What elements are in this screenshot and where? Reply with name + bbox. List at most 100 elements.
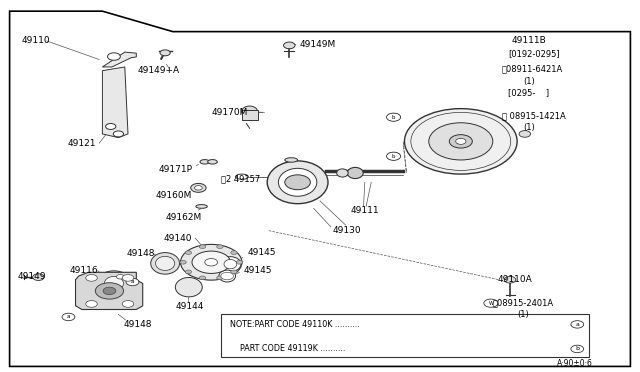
Text: (1): (1) <box>517 310 529 319</box>
Circle shape <box>185 270 191 274</box>
Circle shape <box>571 321 584 328</box>
Circle shape <box>217 245 223 248</box>
Circle shape <box>284 42 295 49</box>
Text: 49148: 49148 <box>127 249 156 258</box>
Circle shape <box>95 283 124 299</box>
Ellipse shape <box>348 167 364 179</box>
Text: ⓝ08915-2401A: ⓝ08915-2401A <box>492 299 554 308</box>
Circle shape <box>180 244 242 280</box>
Circle shape <box>456 138 466 144</box>
Circle shape <box>199 276 205 280</box>
Polygon shape <box>102 67 128 138</box>
Ellipse shape <box>200 160 210 164</box>
Circle shape <box>195 186 202 190</box>
Text: 49149M: 49149M <box>300 40 336 49</box>
Circle shape <box>217 276 223 280</box>
Circle shape <box>192 251 230 273</box>
Text: 49110: 49110 <box>21 36 50 45</box>
Text: b: b <box>575 346 579 352</box>
Text: (1): (1) <box>524 123 535 132</box>
Ellipse shape <box>268 161 328 204</box>
Ellipse shape <box>196 205 207 208</box>
Text: PART CODE 49119K ..........: PART CODE 49119K .......... <box>230 344 346 353</box>
Ellipse shape <box>224 260 237 269</box>
Text: A·90±0·6: A·90±0·6 <box>557 359 593 368</box>
Circle shape <box>160 50 170 56</box>
Polygon shape <box>10 11 630 366</box>
Text: 49149: 49149 <box>18 272 47 280</box>
Circle shape <box>387 113 400 121</box>
Circle shape <box>185 251 191 254</box>
Bar <box>242 110 258 120</box>
Text: [0295-    ]: [0295- ] <box>508 89 549 97</box>
Ellipse shape <box>220 257 241 272</box>
Text: a: a <box>575 322 579 327</box>
Ellipse shape <box>285 158 298 162</box>
Ellipse shape <box>104 276 124 291</box>
Circle shape <box>504 276 516 283</box>
Ellipse shape <box>242 106 258 117</box>
Ellipse shape <box>156 256 175 270</box>
Text: 49111B: 49111B <box>512 36 547 45</box>
Text: a: a <box>131 279 134 285</box>
Circle shape <box>122 275 134 281</box>
Text: 49170M: 49170M <box>211 108 248 117</box>
Circle shape <box>429 123 493 160</box>
Text: ⑒2 49157: ⑒2 49157 <box>221 174 260 183</box>
Circle shape <box>86 275 97 281</box>
Ellipse shape <box>96 271 132 296</box>
Circle shape <box>33 274 44 280</box>
Circle shape <box>205 259 218 266</box>
Polygon shape <box>102 52 136 67</box>
Text: 49148: 49148 <box>124 320 152 329</box>
Text: NOTE:PART CODE 49110K ..........: NOTE:PART CODE 49110K .......... <box>230 320 360 329</box>
Circle shape <box>484 299 498 307</box>
Circle shape <box>116 275 124 279</box>
Circle shape <box>231 251 237 254</box>
Circle shape <box>122 301 134 307</box>
Polygon shape <box>76 272 143 310</box>
Circle shape <box>387 113 401 121</box>
Circle shape <box>236 260 243 264</box>
Circle shape <box>285 175 310 190</box>
Text: 49162M: 49162M <box>165 213 202 222</box>
Circle shape <box>449 135 472 148</box>
Ellipse shape <box>236 174 248 179</box>
Circle shape <box>180 260 186 264</box>
Circle shape <box>86 301 97 307</box>
Circle shape <box>411 112 511 170</box>
Ellipse shape <box>278 168 317 196</box>
Circle shape <box>199 245 205 248</box>
Ellipse shape <box>207 160 218 164</box>
Text: 49145: 49145 <box>244 266 273 275</box>
Ellipse shape <box>219 270 236 282</box>
Circle shape <box>126 278 139 286</box>
Circle shape <box>387 152 401 160</box>
Circle shape <box>113 131 124 137</box>
Circle shape <box>231 270 237 274</box>
Text: 49116: 49116 <box>69 266 98 275</box>
Circle shape <box>221 272 234 280</box>
Text: 49111: 49111 <box>351 206 380 215</box>
Text: 49144: 49144 <box>176 302 204 311</box>
Circle shape <box>191 183 206 192</box>
Text: 49171P: 49171P <box>158 165 192 174</box>
Circle shape <box>103 287 116 295</box>
Text: 49149+A: 49149+A <box>138 66 180 75</box>
Text: 49160M: 49160M <box>156 191 192 200</box>
Circle shape <box>519 131 531 137</box>
Circle shape <box>387 153 400 160</box>
Text: b: b <box>392 154 396 159</box>
Bar <box>221 314 589 357</box>
Text: ⓕ 08915-1421A: ⓕ 08915-1421A <box>502 112 566 121</box>
Text: 49110A: 49110A <box>498 275 532 284</box>
Text: 49140: 49140 <box>163 234 192 243</box>
Text: 49121: 49121 <box>67 139 96 148</box>
Ellipse shape <box>151 253 179 274</box>
Circle shape <box>571 345 584 353</box>
Circle shape <box>104 288 111 292</box>
Text: [0192-0295]: [0192-0295] <box>508 49 560 58</box>
Circle shape <box>108 53 120 60</box>
Text: (1): (1) <box>524 77 535 86</box>
Circle shape <box>106 124 116 129</box>
